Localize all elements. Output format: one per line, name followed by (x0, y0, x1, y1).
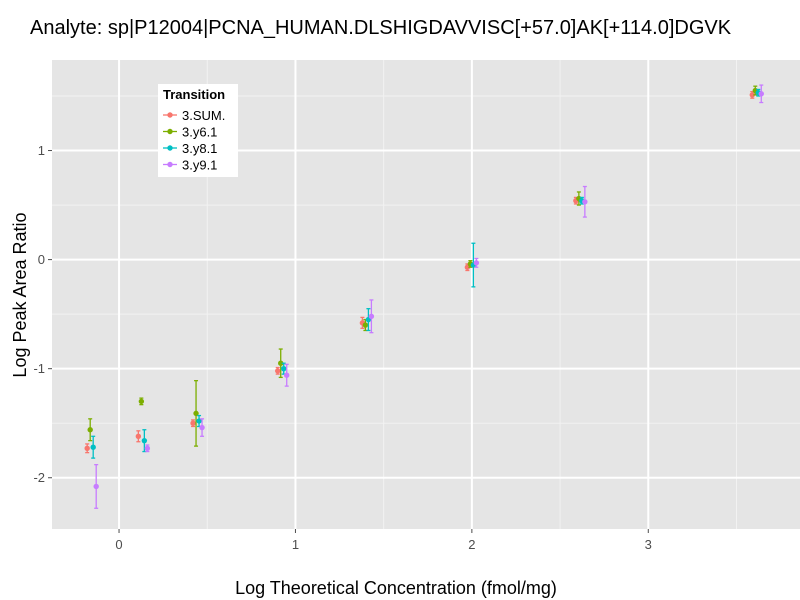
series-3.y9.1 (93, 84, 764, 509)
x-tick-label: 2 (468, 537, 475, 552)
legend-label: 3.y6.1 (182, 125, 217, 140)
data-point (90, 444, 96, 450)
legend-item-3.y6.1: 3.y6.1 (163, 125, 217, 140)
data-point (368, 313, 375, 320)
x-tick-label: 0 (115, 537, 122, 552)
data-marks (84, 84, 764, 509)
data-point (284, 372, 290, 378)
data-point (582, 199, 588, 205)
y-tick-label: 1 (38, 143, 45, 158)
data-point (199, 424, 205, 431)
series-3.y6.1 (87, 85, 758, 447)
data-point (749, 92, 755, 98)
data-point (362, 322, 369, 328)
legend-item-3.SUM.: 3.SUM. (163, 108, 225, 123)
series-3.y8.1 (90, 88, 761, 459)
legend-key-point (167, 112, 173, 118)
data-point (275, 368, 281, 374)
x-tick-label: 3 (645, 537, 652, 552)
data-point (144, 445, 151, 451)
legend-item-3.y9.1: 3.y9.1 (163, 158, 217, 173)
data-point (190, 420, 196, 426)
legend-key-point (167, 145, 173, 151)
legend-title: Transition (163, 87, 225, 102)
legend-key-point (167, 128, 173, 135)
y-axis-title: Log Peak Area Ratio (10, 212, 30, 377)
data-point (196, 418, 202, 424)
data-point (87, 427, 93, 433)
legend-item-3.y8.1: 3.y8.1 (163, 141, 217, 156)
legend: Transition 3.SUM. 3.y6.13.y8.1 3.y9.1 (158, 84, 238, 177)
data-point (138, 398, 145, 405)
y-tick-label: -1 (33, 361, 45, 376)
data-point (278, 360, 284, 366)
chart-title: Analyte: sp|P12004|PCNA_HUMAN.DLSHIGDAVV… (30, 17, 732, 39)
data-point (141, 437, 148, 444)
y-tick-label: 0 (38, 252, 45, 267)
y-axis: -2 -1 0 1 (33, 143, 52, 485)
data-point (281, 365, 287, 372)
legend-label: 3.y9.1 (182, 158, 217, 173)
x-axis-title: Log Theoretical Concentration (fmol/mg) (235, 578, 557, 598)
legend-key-point (167, 161, 173, 168)
legend-label: 3.SUM. (182, 108, 225, 123)
x-tick-label: 1 (292, 537, 299, 552)
data-point (758, 91, 764, 97)
series-3.SUM. (84, 90, 755, 454)
data-point (84, 445, 90, 451)
data-point (193, 410, 199, 417)
data-point (93, 483, 99, 490)
y-tick-label: -2 (33, 470, 45, 485)
x-axis: 0 1 2 3 (115, 529, 652, 552)
legend-label: 3.y8.1 (182, 141, 217, 156)
data-point (473, 260, 480, 266)
data-point (135, 433, 142, 439)
